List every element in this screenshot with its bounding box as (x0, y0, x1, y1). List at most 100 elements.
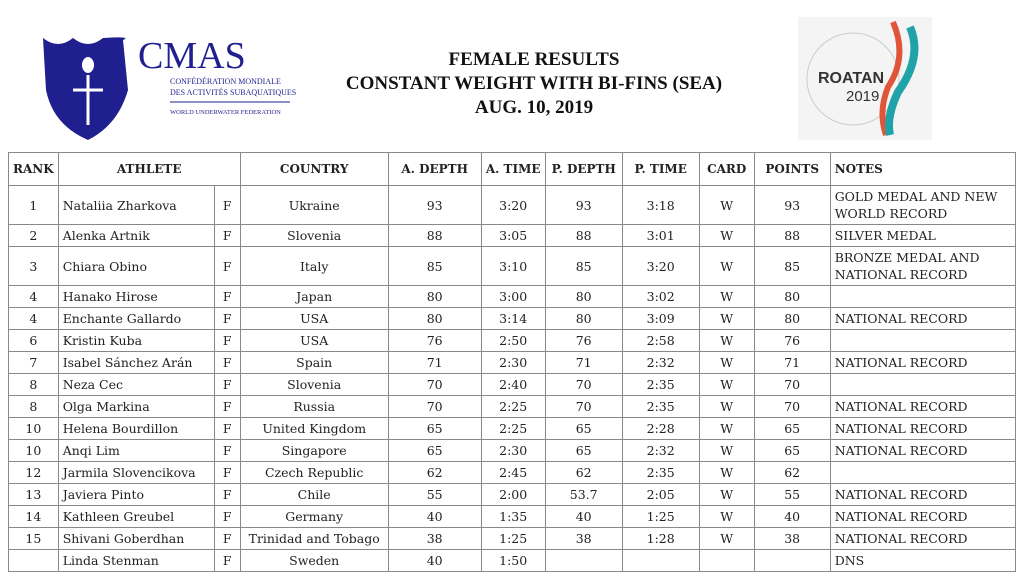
cell-athlete: Kristin Kuba (57, 329, 215, 352)
cell-p-depth (544, 549, 623, 572)
svg-text:DES ACTIVITÉS SUBAQUATIQUES: DES ACTIVITÉS SUBAQUATIQUES (170, 87, 296, 97)
cell-rank: 4 (8, 307, 59, 330)
title-line-1: FEMALE RESULTS (448, 49, 620, 70)
cell-card: W (698, 483, 755, 506)
cell-country: United Kingdom (239, 417, 389, 440)
cell-a-time: 2:40 (480, 373, 546, 396)
cell-country: USA (239, 329, 389, 352)
cell-p-depth: 85 (544, 246, 623, 286)
cell-country: Italy (239, 246, 389, 286)
cell-points (753, 549, 831, 572)
cell-rank (8, 549, 59, 572)
cell-card: W (698, 307, 755, 330)
cell-p-time: 3:18 (621, 185, 700, 225)
table-row: 12 Jarmila Slovencikova F Czech Republic 62 2… (8, 461, 1016, 484)
cell-a-time: 3:00 (480, 285, 546, 308)
table-row: 7 Isabel Sánchez Arán F Spain 71 2:30 71 2:32 W 7… (8, 351, 1016, 374)
cell-rank: 8 (8, 395, 59, 418)
cell-notes: NATIONAL RECORD (829, 395, 1016, 418)
cell-notes: NATIONAL RECORD (829, 351, 1016, 374)
cell-athlete: Hanako Hirose (57, 285, 215, 308)
cell-a-time: 3:05 (480, 224, 546, 247)
cell-points: 38 (753, 527, 831, 550)
cell-gender: F (213, 483, 241, 506)
cell-points: 80 (753, 307, 831, 330)
column-header: CARD (698, 152, 755, 186)
cell-gender: F (213, 417, 241, 440)
svg-text:WORLD UNDERWATER FEDERATION: WORLD UNDERWATER FEDERATION (170, 109, 281, 116)
cell-p-time: 2:58 (621, 329, 700, 352)
table-row: 13 Javiera Pinto F Chile 55 2:00 53.7 2:05 W 55 NA… (8, 483, 1016, 506)
cell-notes (829, 329, 1016, 352)
cell-notes: GOLD MEDAL AND NEW WORLD RECORD (829, 185, 1016, 225)
cell-rank: 10 (8, 439, 59, 462)
cell-athlete: Isabel Sánchez Arán (57, 351, 215, 374)
cell-a-depth: 65 (387, 417, 482, 440)
cell-points: 62 (753, 461, 831, 484)
cell-p-depth: 80 (544, 285, 623, 308)
cell-gender: F (213, 285, 241, 308)
table-row: 14 Kathleen Greubel F Germany 40 1:35 40 1:25 W 4… (8, 505, 1016, 528)
cell-a-depth: 40 (387, 505, 482, 528)
cell-card: W (698, 373, 755, 396)
cell-points: 76 (753, 329, 831, 352)
cell-card: W (698, 285, 755, 308)
cell-p-depth: 70 (544, 395, 623, 418)
cell-p-time: 1:25 (621, 505, 700, 528)
cell-a-depth: 70 (387, 373, 482, 396)
cell-card: W (698, 527, 755, 550)
table-row: 15 Shivani Goberdhan F Trinidad and Tobago 3… (8, 527, 1016, 550)
cell-p-depth: 40 (544, 505, 623, 528)
cell-a-time: 1:35 (480, 505, 546, 528)
cell-gender: F (213, 373, 241, 396)
cell-a-depth: 76 (387, 329, 482, 352)
cell-card: W (698, 505, 755, 528)
cell-country: Czech Republic (239, 461, 389, 484)
column-header: COUNTRY (239, 152, 389, 186)
cell-card: W (698, 417, 755, 440)
cell-card: W (698, 246, 755, 286)
cell-gender: F (213, 527, 241, 550)
cell-points: 70 (753, 395, 831, 418)
results-table: RANK ATHLETE COUNTRY A. DEPTH A. TIME P. DEPT… (8, 152, 1016, 572)
cell-athlete: Shivani Goberdhan (57, 527, 215, 550)
cell-p-depth: 80 (544, 307, 623, 330)
cell-a-depth: 62 (387, 461, 482, 484)
cell-card (698, 549, 755, 572)
table-row: 8 Neza Cec F Slovenia 70 2:40 70 2:35 W 70 (8, 373, 1016, 396)
column-header: P. DEPTH (544, 152, 623, 186)
cell-notes (829, 461, 1016, 484)
cell-athlete: Neza Cec (57, 373, 215, 396)
cell-rank: 3 (8, 246, 59, 286)
cell-country: Sweden (239, 549, 389, 572)
table-row: 2 Alenka Artnik F Slovenia 88 3:05 88 3:01 W 88 SI… (8, 224, 1016, 247)
cell-p-depth: 65 (544, 417, 623, 440)
cell-points: 85 (753, 246, 831, 286)
page-title: FEMALE RESULTS CONSTANT WEIGHT WITH BI-F… (300, 48, 768, 120)
cell-a-depth: 93 (387, 185, 482, 225)
cell-a-depth: 80 (387, 285, 482, 308)
cell-a-time: 3:20 (480, 185, 546, 225)
cell-points: 40 (753, 505, 831, 528)
cell-a-time: 3:14 (480, 307, 546, 330)
cell-country: Singapore (239, 439, 389, 462)
cell-a-depth: 85 (387, 246, 482, 286)
cell-notes: BRONZE MEDAL AND NATIONAL RECORD (829, 246, 1016, 286)
cell-rank: 4 (8, 285, 59, 308)
cell-a-time: 2:30 (480, 351, 546, 374)
cell-p-time: 2:35 (621, 373, 700, 396)
table-row: 10 Helena Bourdillon F United Kingdom 65 2:25… (8, 417, 1016, 440)
cell-a-depth: 70 (387, 395, 482, 418)
cell-notes: DNS (829, 549, 1016, 572)
cell-a-time: 2:25 (480, 417, 546, 440)
cell-p-time: 2:32 (621, 439, 700, 462)
cell-p-depth: 70 (544, 373, 623, 396)
column-header: A. DEPTH (387, 152, 482, 186)
cell-rank: 1 (8, 185, 59, 225)
cell-athlete: Helena Bourdillon (57, 417, 215, 440)
cell-country: Russia (239, 395, 389, 418)
svg-text:CMAS: CMAS (138, 35, 246, 77)
cell-notes (829, 373, 1016, 396)
column-header: P. TIME (621, 152, 700, 186)
cell-country: Japan (239, 285, 389, 308)
